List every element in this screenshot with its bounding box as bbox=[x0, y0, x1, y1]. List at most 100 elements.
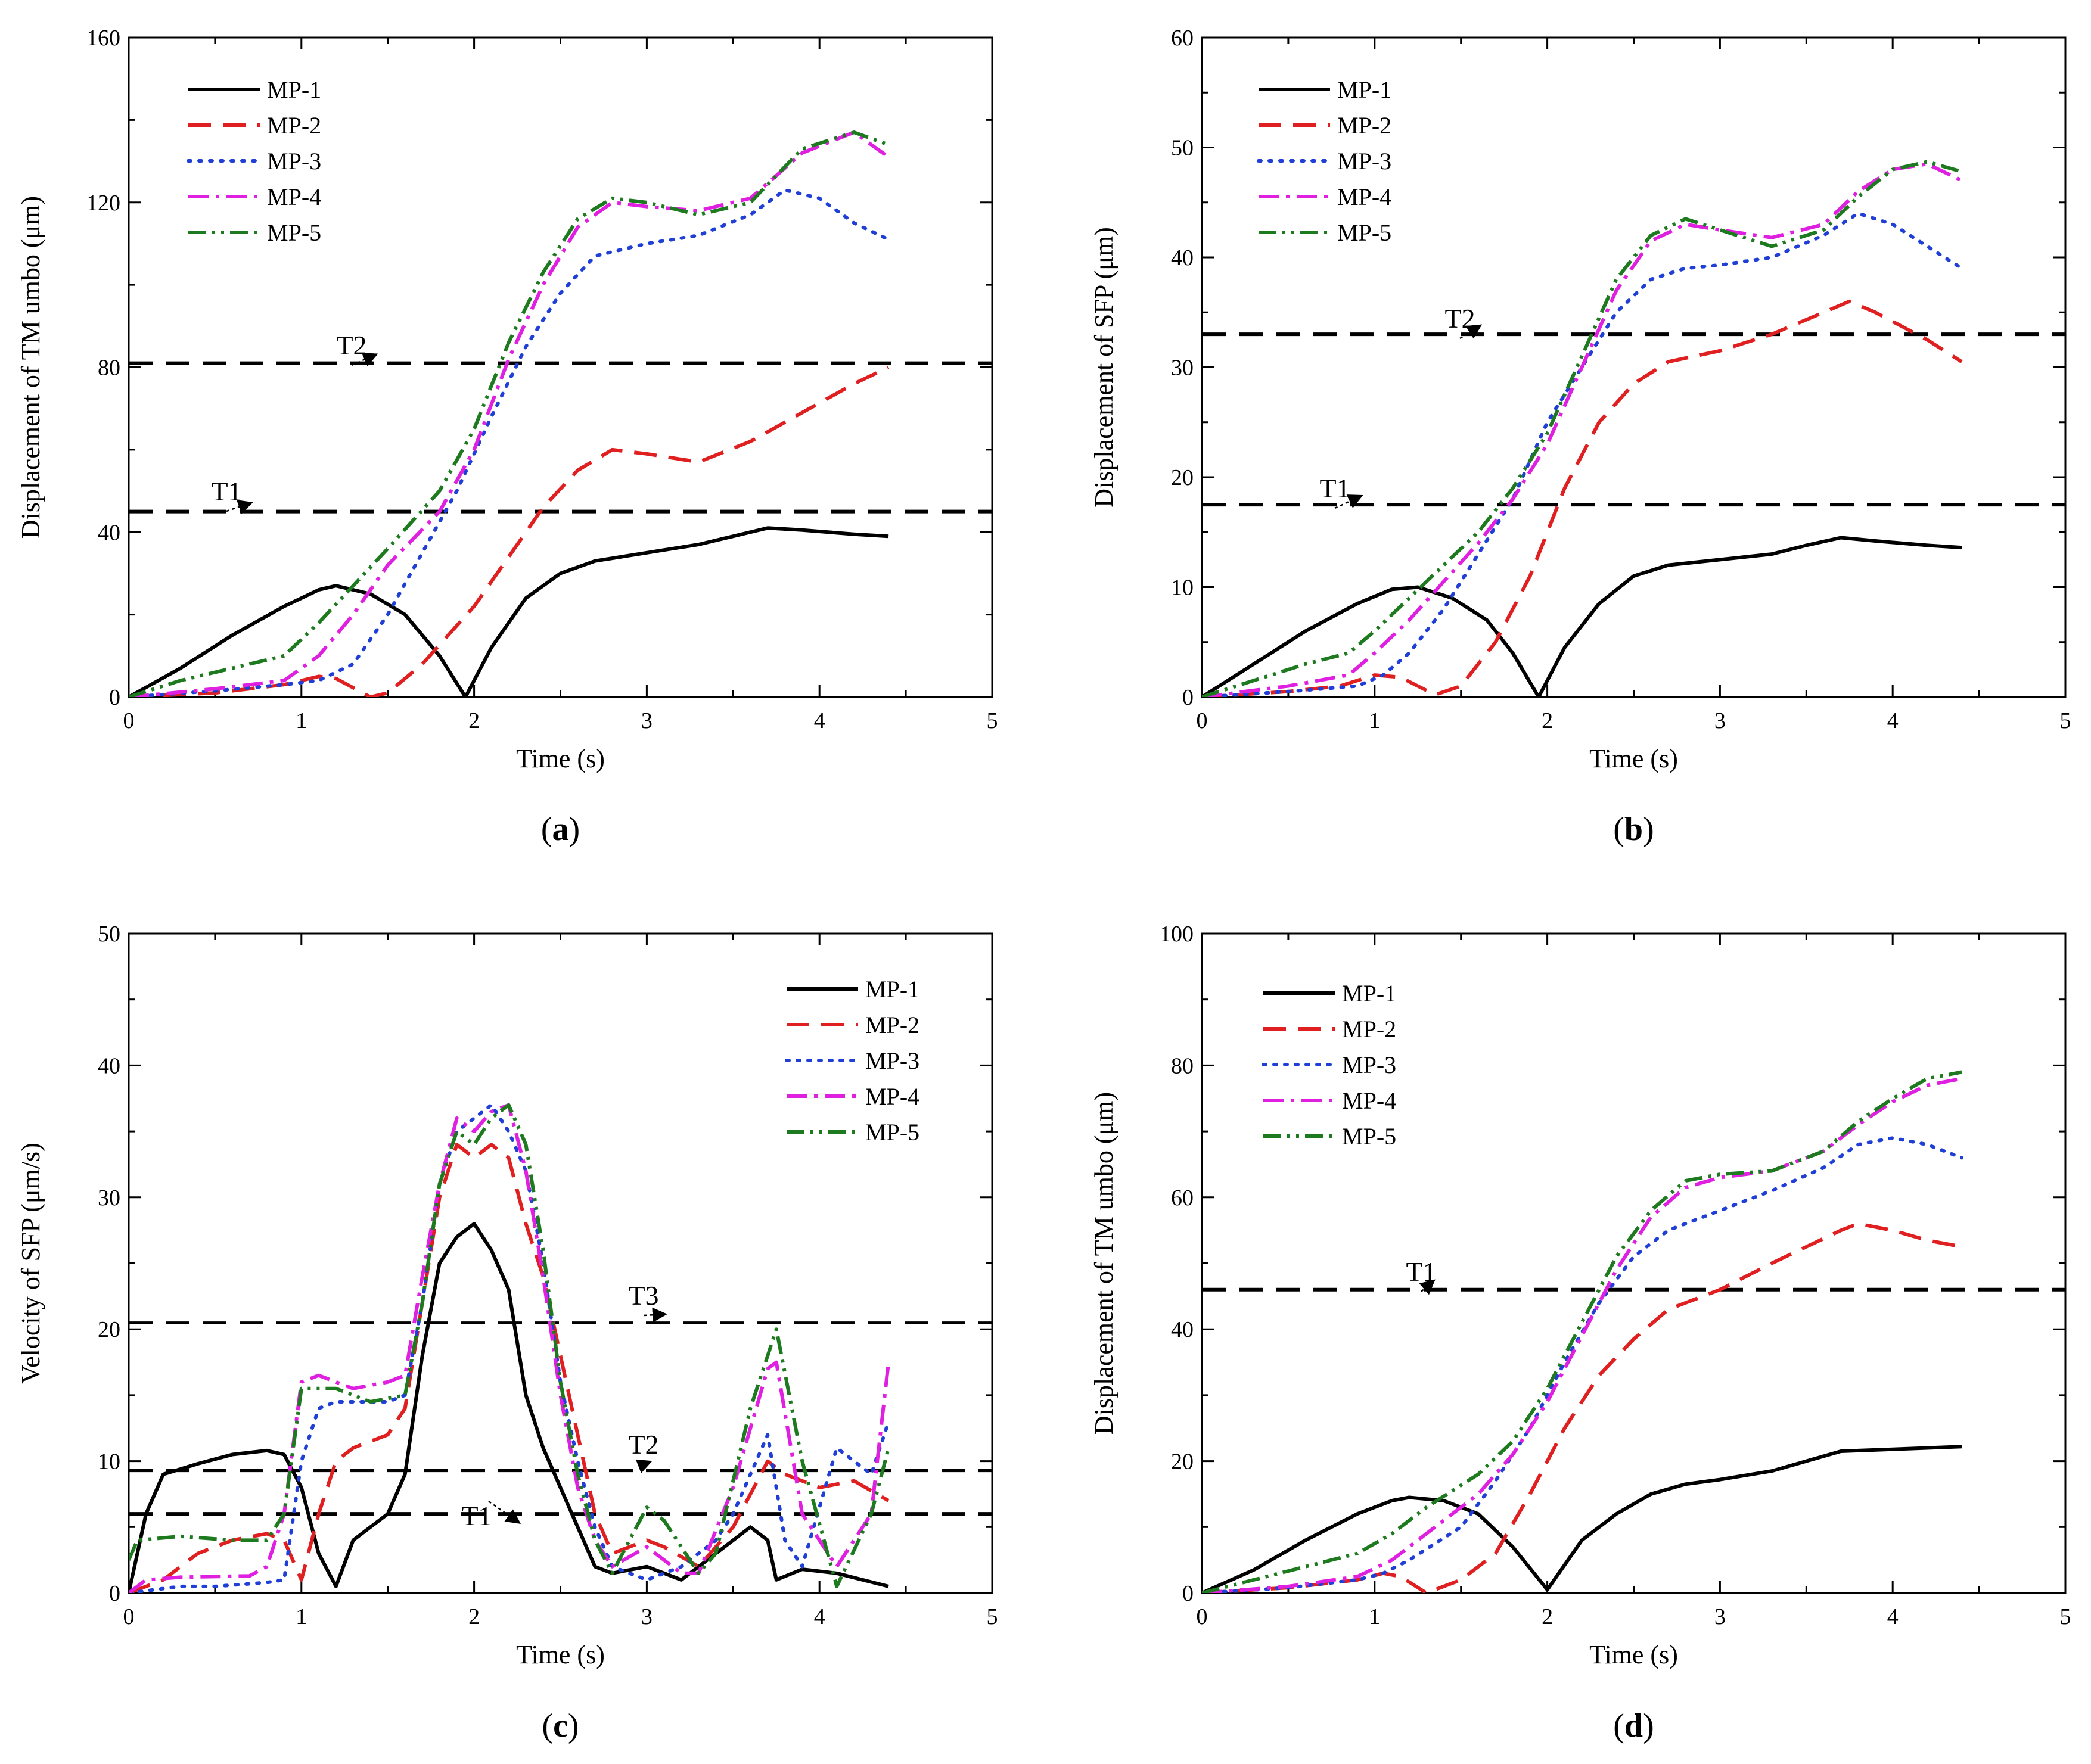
series-line-mp-2 bbox=[1202, 1222, 1962, 1593]
x-tick-label: 1 bbox=[1369, 708, 1380, 733]
y-tick-label: 40 bbox=[1171, 245, 1194, 270]
y-tick-label: 40 bbox=[98, 520, 120, 545]
panel-label: (c) bbox=[542, 1707, 579, 1744]
series-group bbox=[1202, 1070, 1964, 1593]
x-tick-label: 4 bbox=[1887, 708, 1899, 733]
x-tick-label: 3 bbox=[641, 708, 653, 733]
x-tick-label: 1 bbox=[1369, 1604, 1380, 1629]
threshold-label-t3: T3 bbox=[628, 1280, 658, 1311]
y-tick-label: 10 bbox=[1171, 575, 1194, 601]
legend-label-mp-2: MP-2 bbox=[1342, 1016, 1396, 1043]
threshold-label-t1: T1 bbox=[461, 1501, 492, 1531]
y-tick-label: 30 bbox=[98, 1186, 120, 1211]
series-line-mp-1 bbox=[129, 526, 889, 697]
plot-frame bbox=[1201, 36, 2067, 698]
series-line-mp-5 bbox=[1202, 1070, 1962, 1593]
series-line-mp-4 bbox=[129, 130, 890, 697]
legend-label-mp-4: MP-4 bbox=[1342, 1087, 1396, 1114]
series-line-mp-4 bbox=[1202, 1077, 1962, 1593]
threshold-arrow bbox=[1419, 1279, 1436, 1295]
series-line-mp-2 bbox=[129, 365, 890, 697]
legend-label-mp-4: MP-4 bbox=[267, 183, 321, 210]
x-tick-label: 1 bbox=[296, 1604, 307, 1629]
series-line-mp-3 bbox=[129, 1103, 891, 1593]
y-tick-label: 40 bbox=[98, 1053, 120, 1078]
y-tick-label: 80 bbox=[1171, 1053, 1194, 1078]
series-line-mp-4 bbox=[129, 1103, 891, 1593]
y-tick-label: 120 bbox=[86, 191, 120, 216]
series-line-mp-5 bbox=[1202, 160, 1962, 697]
legend-label-mp-4: MP-4 bbox=[865, 1083, 919, 1110]
y-axis-title: Displacement of TM umbo (μm) bbox=[1089, 1092, 1118, 1435]
x-tick-label: 2 bbox=[1542, 1604, 1553, 1629]
y-tick-label: 0 bbox=[1182, 685, 1194, 710]
y-tick-label: 0 bbox=[109, 685, 120, 710]
x-axis-title: Time (s) bbox=[1589, 744, 1678, 773]
legend-label-mp-3: MP-3 bbox=[1342, 1051, 1396, 1078]
x-axis-title: Time (s) bbox=[1589, 1640, 1678, 1669]
legend-label-mp-1: MP-1 bbox=[1337, 76, 1391, 103]
x-tick-label: 4 bbox=[814, 708, 825, 733]
x-axis-title: Time (s) bbox=[516, 1640, 605, 1669]
legend: MP-1 MP-2 MP-3 MP-4 MP-5 bbox=[785, 976, 919, 1146]
series-line-mp-1 bbox=[1202, 536, 1962, 697]
threshold-arrow bbox=[1334, 494, 1363, 509]
threshold-arrow bbox=[488, 1500, 521, 1525]
x-tick-label: 3 bbox=[1714, 1604, 1726, 1629]
series-line-mp-4 bbox=[1202, 162, 1963, 697]
series-line-mp-5 bbox=[129, 1103, 891, 1588]
y-tick-label: 60 bbox=[1171, 26, 1194, 51]
legend-label-mp-4: MP-4 bbox=[1337, 183, 1391, 210]
series-line-mp-3 bbox=[1202, 1136, 1964, 1593]
y-axis-title: Velocity of SFP (μm/s) bbox=[16, 1143, 45, 1384]
y-tick-label: 0 bbox=[109, 1581, 120, 1606]
legend-label-mp-3: MP-3 bbox=[267, 148, 321, 175]
plot-frame bbox=[128, 932, 993, 1594]
legend-label-mp-1: MP-1 bbox=[865, 976, 919, 1003]
legend-label-mp-5: MP-5 bbox=[865, 1119, 919, 1146]
x-tick-label: 4 bbox=[1887, 1604, 1899, 1629]
threshold-label-t2: T2 bbox=[1444, 303, 1475, 334]
threshold-arrow bbox=[226, 500, 253, 514]
y-tick-label: 160 bbox=[86, 26, 120, 51]
threshold-label-t2: T2 bbox=[628, 1429, 658, 1460]
x-tick-label: 5 bbox=[987, 1604, 998, 1629]
series-group bbox=[129, 1103, 891, 1593]
threshold-label-t1: T1 bbox=[1319, 473, 1350, 503]
panel-label: (b) bbox=[1613, 811, 1654, 848]
threshold-arrow bbox=[1459, 324, 1483, 340]
x-tick-label: 5 bbox=[987, 708, 998, 733]
y-tick-label: 10 bbox=[98, 1449, 120, 1474]
chart-panel-d: 0 1 2 3 4 5 0 20 40 60 80 100 Time (s) Displacement o… bbox=[1089, 922, 2071, 1744]
legend-label-mp-2: MP-2 bbox=[1337, 112, 1391, 139]
series-line-mp-1 bbox=[1202, 1445, 1962, 1593]
x-tick-label: 2 bbox=[468, 708, 480, 733]
x-tick-label: 4 bbox=[814, 1604, 825, 1629]
x-axis-title: Time (s) bbox=[516, 744, 605, 773]
threshold-label-t2: T2 bbox=[336, 330, 366, 360]
y-tick-label: 40 bbox=[1171, 1317, 1194, 1342]
x-tick-label: 1 bbox=[296, 708, 307, 733]
series-line-mp-2 bbox=[129, 1143, 890, 1593]
x-tick-label: 5 bbox=[2060, 708, 2071, 733]
y-tick-label: 30 bbox=[1171, 356, 1194, 381]
x-tick-label: 0 bbox=[123, 708, 135, 733]
legend-label-mp-1: MP-1 bbox=[1342, 980, 1396, 1007]
x-tick-label: 3 bbox=[641, 1604, 653, 1629]
threshold-arrow bbox=[635, 1459, 653, 1474]
x-tick-label: 5 bbox=[2060, 1604, 2071, 1629]
y-axis-title: Displacement of SFP (μm) bbox=[1089, 227, 1118, 507]
legend-label-mp-5: MP-5 bbox=[1342, 1123, 1396, 1150]
series-line-mp-2 bbox=[1202, 299, 1963, 697]
legend: MP-1 MP-2 MP-3 MP-4 MP-5 bbox=[1257, 76, 1391, 246]
y-tick-label: 20 bbox=[1171, 1449, 1194, 1474]
panel-label: (d) bbox=[1613, 1707, 1654, 1744]
y-tick-label: 80 bbox=[98, 356, 120, 381]
x-tick-label: 0 bbox=[1197, 1604, 1208, 1629]
y-tick-label: 100 bbox=[1160, 922, 1194, 947]
series-line-mp-1 bbox=[129, 1222, 889, 1593]
series-group bbox=[1202, 160, 1964, 697]
